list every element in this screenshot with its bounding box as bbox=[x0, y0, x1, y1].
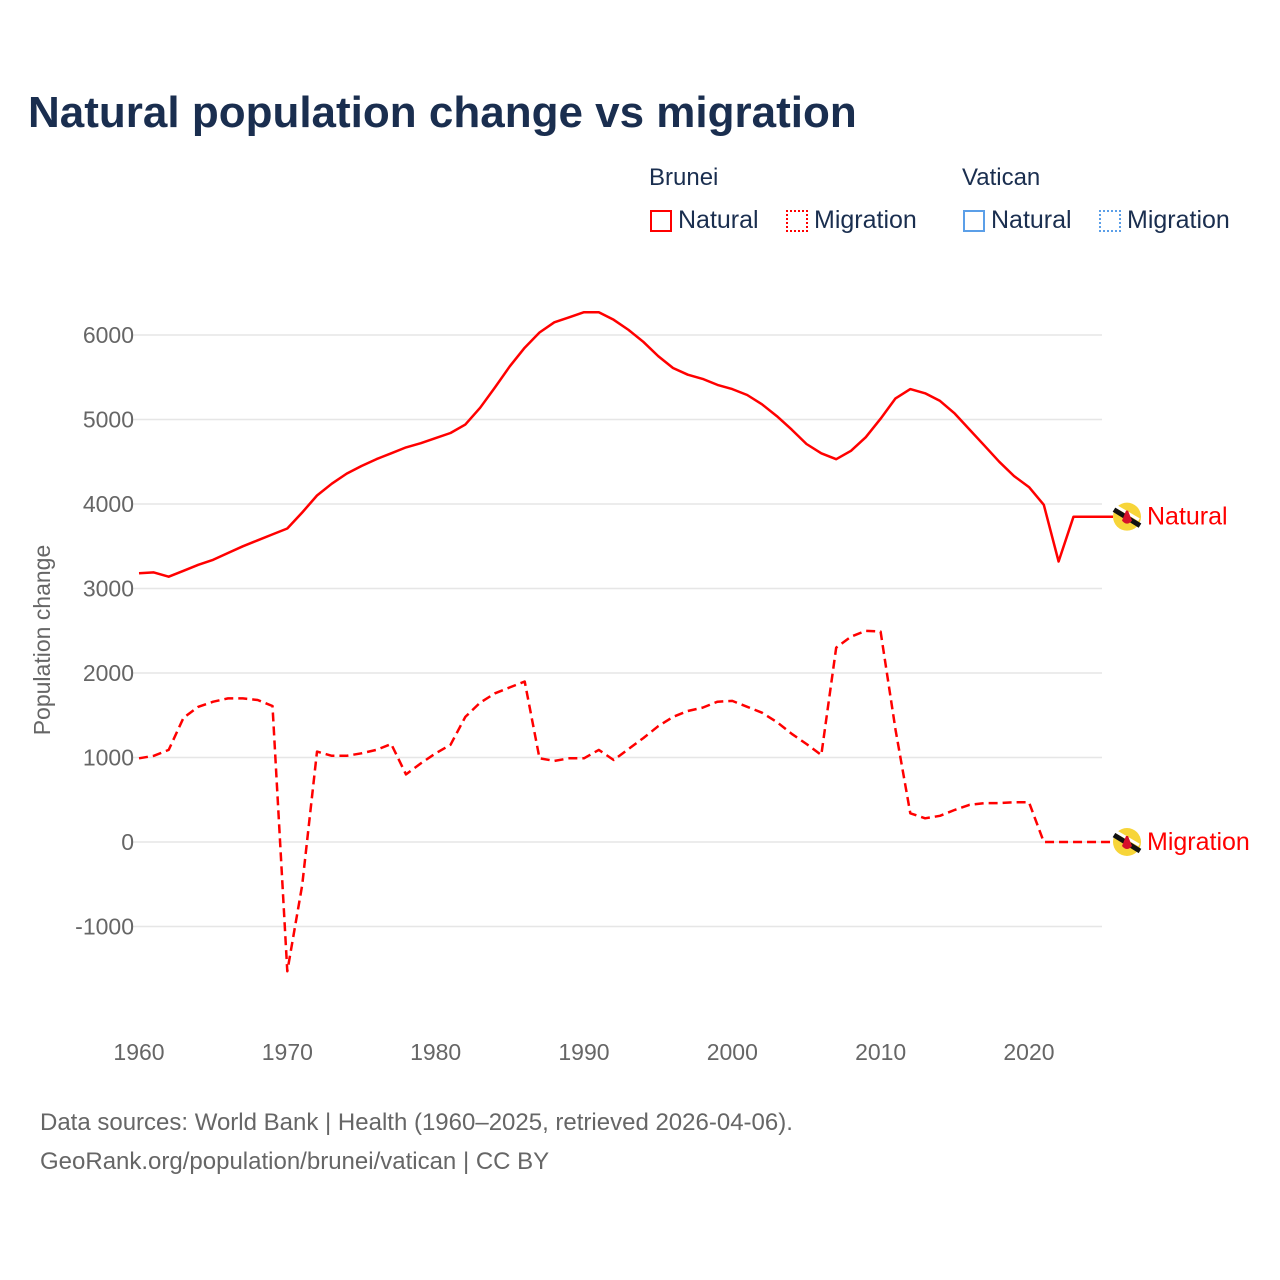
y-tick-label: 1000 bbox=[83, 745, 134, 771]
x-tick-label: 2010 bbox=[855, 1039, 906, 1065]
x-tick-label: 2000 bbox=[707, 1039, 758, 1065]
x-tick-label: 1970 bbox=[262, 1039, 313, 1065]
x-tick-label: 1990 bbox=[558, 1039, 609, 1065]
legend-label: Natural bbox=[678, 206, 759, 234]
y-axis-label: Population change bbox=[29, 545, 55, 736]
y-tick-label: -1000 bbox=[75, 914, 134, 940]
x-tick-label: 2020 bbox=[1003, 1039, 1054, 1065]
y-tick-label: 3000 bbox=[83, 576, 134, 602]
legend-group-vatican: Vatican bbox=[962, 164, 1041, 191]
flag-emblem bbox=[1122, 836, 1132, 849]
footer-attribution: GeoRank.org/population/brunei/vatican | … bbox=[40, 1148, 550, 1175]
flag-emblem bbox=[1122, 510, 1132, 524]
y-tick-label: 2000 bbox=[83, 660, 134, 686]
series-line-migration bbox=[138, 629, 1113, 973]
chart-title: Natural population change vs migration bbox=[28, 88, 857, 137]
legend-brunei-migration[interactable]: Migration bbox=[786, 206, 917, 235]
x-tick-label: 1980 bbox=[410, 1039, 461, 1065]
series-line-natural bbox=[138, 310, 1113, 578]
legend-label: Migration bbox=[1127, 206, 1230, 234]
y-tick-label: 4000 bbox=[83, 491, 134, 517]
legend-swatch-dotted bbox=[1099, 209, 1121, 232]
legend-swatch-dotted bbox=[786, 209, 808, 232]
legend-label: Migration bbox=[814, 206, 917, 234]
legend-vatican-natural[interactable]: Natural bbox=[963, 206, 1072, 235]
y-tick-label: 0 bbox=[121, 829, 134, 855]
legend-group-brunei: Brunei bbox=[649, 164, 719, 191]
series-end-label: Natural bbox=[1147, 503, 1228, 531]
legend-vatican-migration[interactable]: Migration bbox=[1099, 206, 1230, 235]
legend-label: Natural bbox=[991, 206, 1072, 234]
legend-brunei-natural[interactable]: Natural bbox=[650, 206, 759, 235]
legend-swatch-solid bbox=[963, 209, 985, 232]
x-tick-label: 1960 bbox=[113, 1039, 164, 1065]
y-tick-label: 6000 bbox=[83, 322, 134, 348]
footer-sources: Data sources: World Bank | Health (1960–… bbox=[40, 1109, 793, 1136]
y-tick-label: 5000 bbox=[83, 407, 134, 433]
series-end-label: Migration bbox=[1147, 828, 1250, 856]
legend-swatch-solid bbox=[650, 209, 672, 232]
